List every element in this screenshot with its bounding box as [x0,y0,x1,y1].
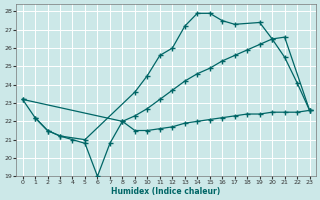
X-axis label: Humidex (Indice chaleur): Humidex (Indice chaleur) [111,187,221,196]
